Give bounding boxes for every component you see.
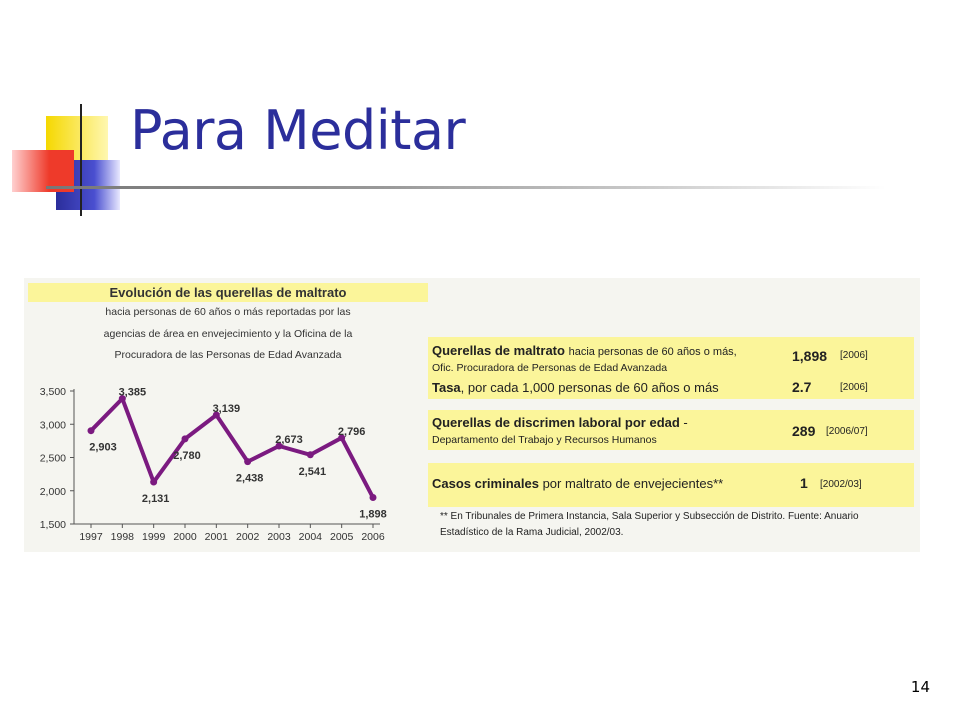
row1b-value: 2.7 <box>792 379 812 395</box>
slide-logo-graphic <box>12 104 136 216</box>
chart-title-band: Evolución de las querellas de maltrato <box>28 283 428 302</box>
row1-label-bold: Querellas de maltrato <box>432 343 565 358</box>
x-tick-label: 1998 <box>111 531 135 543</box>
row3-label: Casos criminales por maltrato de envejec… <box>432 477 723 490</box>
stat-box-maltrato: Querellas de maltrato hacia personas de … <box>428 337 914 399</box>
data-label: 2,780 <box>173 450 201 462</box>
x-tick-label: 2002 <box>236 531 260 543</box>
footnote-line-2: Estadístico de la Rama Judicial, 2002/03… <box>440 527 624 538</box>
row2-label-bold: Querellas de discrimen laboral por edad <box>432 415 680 430</box>
data-point <box>87 427 95 435</box>
stat-box-discrimen: Querellas de discrimen laboral por edad … <box>428 410 914 450</box>
y-tick-label: 2,500 <box>40 453 66 465</box>
x-tick-label: 2006 <box>361 531 385 543</box>
row3-year: [2002/03] <box>820 479 862 490</box>
data-label: 3,385 <box>119 387 147 399</box>
x-tick-label: 2004 <box>299 531 323 543</box>
y-tick-label: 1,500 <box>40 519 66 531</box>
data-label: 2,438 <box>236 473 264 485</box>
row2-source: Departamento del Trabajo y Recursos Huma… <box>432 434 657 446</box>
row1b-label-rest: , por cada 1,000 personas de 60 años o m… <box>460 380 719 395</box>
row3-value: 1 <box>800 475 808 491</box>
series-line <box>89 396 375 500</box>
row1-year: [2006] <box>840 350 868 361</box>
x-tick-label: 2000 <box>173 531 197 543</box>
data-point <box>118 395 126 403</box>
data-point <box>369 494 377 502</box>
data-point <box>181 435 189 443</box>
slide-title: Para Meditar <box>130 99 466 162</box>
y-tick-label: 3,500 <box>40 386 66 398</box>
data-point <box>275 442 283 450</box>
row1-value: 1,898 <box>792 348 828 364</box>
row1b-year: [2006] <box>840 382 868 393</box>
title-divider <box>46 186 886 189</box>
row2-year: [2006/07] <box>826 426 868 437</box>
chart-subtitle-line-2: agencias de área en envejecimiento y la … <box>103 328 353 340</box>
data-label: 2,673 <box>275 434 303 446</box>
row1-label: Querellas de maltrato hacia personas de … <box>432 344 737 358</box>
row2-label: Querellas de discrimen laboral por edad … <box>432 416 688 429</box>
data-point <box>338 434 346 442</box>
data-label: 3,139 <box>213 403 241 415</box>
data-point <box>212 411 220 419</box>
chart-title: Evolución de las querellas de maltrato <box>109 285 347 300</box>
x-tick-label: 2005 <box>330 531 354 543</box>
x-tick-label: 2003 <box>267 531 291 543</box>
row1b-label-bold: Tasa <box>432 380 461 395</box>
row1-label-rest: hacia personas de 60 años o más, <box>568 346 737 358</box>
row1b-label: Tasa, por cada 1,000 personas de 60 años… <box>432 381 719 394</box>
data-label: 2,131 <box>142 493 170 505</box>
chart-subtitle-line-3: Procuradora de las Personas de Edad Avan… <box>114 349 342 361</box>
row2-label-rest: - <box>679 415 688 430</box>
data-label: 1,898 <box>359 509 387 521</box>
row3-label-bold: Casos criminales <box>432 476 539 491</box>
data-point <box>306 451 314 459</box>
x-tick-label: 1999 <box>142 531 166 543</box>
row3-label-rest: por maltrato de envejecientes** <box>538 476 724 491</box>
figure-panel: Evolución de las querellas de maltrato h… <box>24 278 920 552</box>
x-tick-label: 1997 <box>79 531 103 543</box>
y-tick-label: 2,000 <box>40 486 66 498</box>
data-label: 2,903 <box>89 442 117 454</box>
stat-box-criminales: Casos criminales por maltrato de envejec… <box>428 463 914 507</box>
data-label: 2,541 <box>299 466 327 478</box>
y-tick-label: 3,000 <box>40 419 66 431</box>
data-label: 2,796 <box>338 426 366 438</box>
row2-value: 289 <box>792 423 816 439</box>
row1-source: Ofic. Procuradora de Personas de Edad Av… <box>432 362 668 374</box>
data-point <box>150 478 158 486</box>
data-point <box>244 458 252 466</box>
footnote-line-1: ** En Tribunales de Primera Instancia, S… <box>440 511 859 522</box>
page-number: 14 <box>910 678 930 696</box>
x-tick-label: 2001 <box>205 531 229 543</box>
line-chart: 3,500 3,000 2,500 2,000 1,500 1997 1998 1999 200… <box>40 386 387 543</box>
chart-subtitle-line-1: hacia personas de 60 años o más reportad… <box>105 306 351 318</box>
